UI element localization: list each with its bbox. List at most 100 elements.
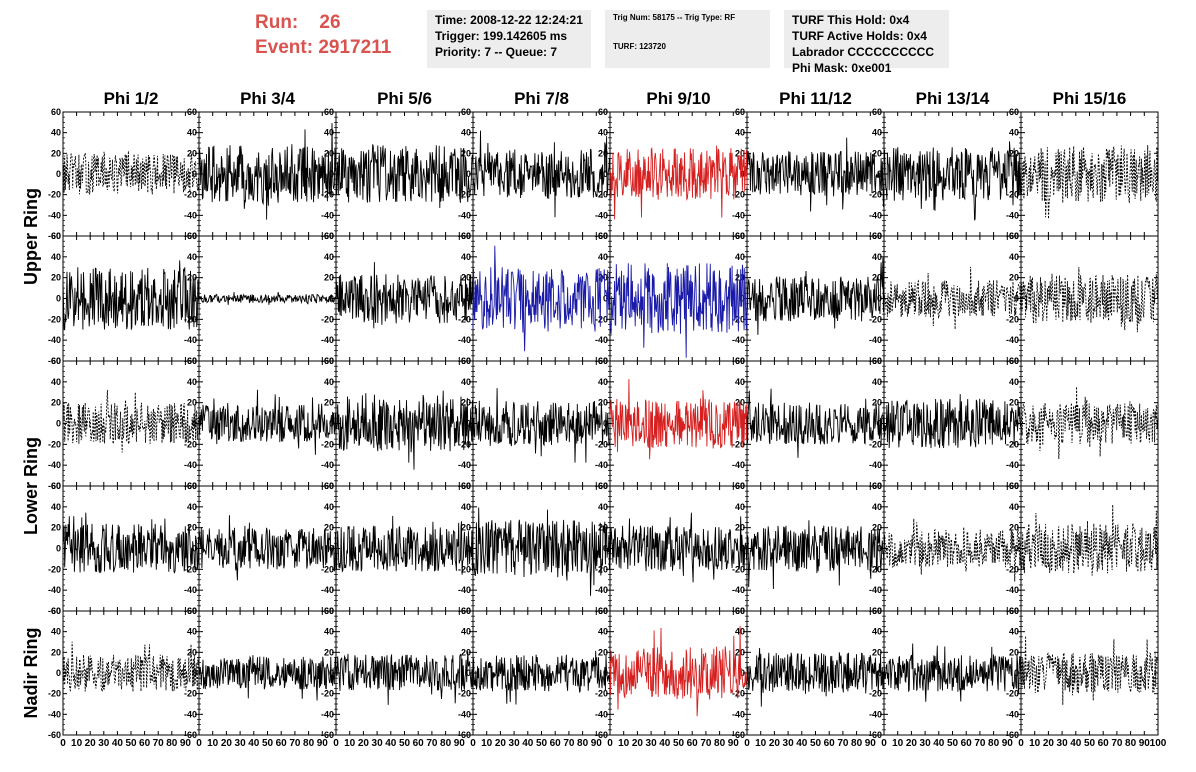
y-tick-label: 40 — [324, 627, 334, 637]
y-tick-label: -20 — [458, 314, 471, 324]
y-tick-label: 60 — [187, 481, 197, 491]
y-tick-label: 20 — [51, 273, 61, 283]
turf-active-text: TURF Active Holds: 0x4 — [792, 29, 927, 43]
y-tick-label: 20 — [461, 647, 471, 657]
y-tick-label: 60 — [324, 481, 334, 491]
y-tick-label: 60 — [598, 356, 608, 366]
y-tick-label: -40 — [48, 210, 61, 220]
y-tick-label: -40 — [869, 335, 882, 345]
y-tick-label: 0 — [466, 419, 471, 429]
y-tick-label: -20 — [321, 564, 334, 574]
waveform-trace — [472, 507, 611, 596]
y-tick-label: 20 — [324, 273, 334, 283]
x-tick-label: 40 — [796, 738, 808, 749]
turf-text: TURF: 123720 — [613, 42, 666, 51]
column-header: Phi 11/12 — [779, 89, 852, 108]
x-tick-label: 30 — [783, 738, 795, 749]
y-tick-label: 20 — [735, 148, 745, 158]
y-tick-label: -60 — [184, 730, 197, 740]
waveform-trace — [62, 512, 200, 574]
y-tick-label: -20 — [48, 190, 61, 200]
y-tick-label: -20 — [184, 689, 197, 699]
y-tick-label: -40 — [458, 709, 471, 719]
y-tick-label: 60 — [461, 481, 471, 491]
x-tick-label: 60 — [276, 738, 288, 749]
trig-num-text: Trig Num: 58175 -- Trig Type: RF — [613, 13, 736, 22]
y-tick-label: 20 — [1009, 647, 1019, 657]
y-tick-label: 40 — [735, 502, 745, 512]
turf-info-box: TURF This Hold: 0x4 TURF Active Holds: 0… — [784, 10, 949, 75]
y-tick-label: 20 — [51, 647, 61, 657]
y-tick-label: -20 — [458, 190, 471, 200]
x-tick-label: 50 — [947, 738, 959, 749]
y-tick-label: 20 — [735, 273, 745, 283]
x-tick-label: 10 — [618, 738, 630, 749]
y-tick-label: 20 — [461, 148, 471, 158]
x-tick-label: 70 — [1111, 738, 1123, 749]
x-tick-label: 90 — [1002, 738, 1014, 749]
event-line: Event: 2917211 — [255, 35, 391, 60]
y-tick-label: -20 — [732, 689, 745, 699]
column-header: Phi 5/6 — [377, 89, 432, 108]
y-tick-label: 40 — [51, 377, 61, 387]
y-tick-label: -20 — [595, 439, 608, 449]
y-tick-label: -40 — [595, 460, 608, 470]
y-tick-label: 20 — [51, 148, 61, 158]
row-label: Lower Ring — [21, 437, 41, 535]
waveform-trace — [335, 515, 474, 575]
row-label: Nadir Ring — [21, 627, 41, 718]
y-tick-label: -40 — [1006, 460, 1019, 470]
x-tick-label: 50 — [399, 738, 411, 749]
x-tick-label: 80 — [988, 738, 1000, 749]
waveform-trace — [1020, 267, 1159, 333]
y-tick-label: 20 — [1009, 523, 1019, 533]
x-tick-label: 40 — [933, 738, 945, 749]
y-tick-label: 60 — [598, 231, 608, 241]
y-tick-label: 40 — [51, 502, 61, 512]
y-tick-label: 40 — [461, 377, 471, 387]
x-tick-label: 0 — [607, 738, 613, 749]
y-tick-label: 40 — [461, 128, 471, 138]
y-tick-label: 40 — [598, 627, 608, 637]
waveform-trace — [883, 643, 1022, 702]
panel-frame — [1020, 111, 1159, 237]
waveform-trace — [609, 145, 748, 220]
y-tick-label: 60 — [735, 231, 745, 241]
y-tick-label: 20 — [598, 647, 608, 657]
y-tick-label: -40 — [48, 585, 61, 595]
y-tick-label: 40 — [1009, 128, 1019, 138]
run-event-header: Run: 26 Event: 2917211 — [255, 10, 391, 60]
waveform-trace — [746, 520, 885, 590]
y-tick-label: 60 — [872, 356, 882, 366]
y-tick-label: 60 — [461, 231, 471, 241]
y-tick-label: -20 — [595, 689, 608, 699]
x-tick-label: 10 — [755, 738, 767, 749]
y-tick-label: 40 — [872, 502, 882, 512]
y-tick-label: 0 — [740, 294, 745, 304]
y-tick-label: 0 — [466, 169, 471, 179]
y-tick-label: 20 — [461, 398, 471, 408]
waveform-trace — [198, 291, 337, 305]
y-tick-label: 20 — [187, 523, 197, 533]
x-tick-label: 0 — [196, 738, 202, 749]
y-tick-label: -60 — [458, 730, 471, 740]
x-tick-label: 40 — [112, 738, 124, 749]
y-tick-label: -60 — [48, 356, 61, 366]
y-tick-label: 60 — [51, 107, 61, 117]
x-tick-label: 60 — [961, 738, 973, 749]
x-tick-label: 40 — [248, 738, 260, 749]
waveform-trace — [609, 512, 748, 583]
y-tick-label: 60 — [1009, 481, 1019, 491]
waveform-trace — [609, 625, 748, 717]
x-tick-label: 30 — [235, 738, 247, 749]
y-tick-label: 40 — [1009, 377, 1019, 387]
waveform-trace — [609, 379, 748, 460]
waveform-trace — [883, 141, 1022, 221]
y-tick-label: -40 — [869, 585, 882, 595]
x-tick-label: 50 — [810, 738, 822, 749]
x-tick-label: 80 — [440, 738, 452, 749]
y-tick-label: -20 — [48, 314, 61, 324]
y-tick-label: 40 — [187, 377, 197, 387]
y-tick-label: -40 — [732, 210, 745, 220]
